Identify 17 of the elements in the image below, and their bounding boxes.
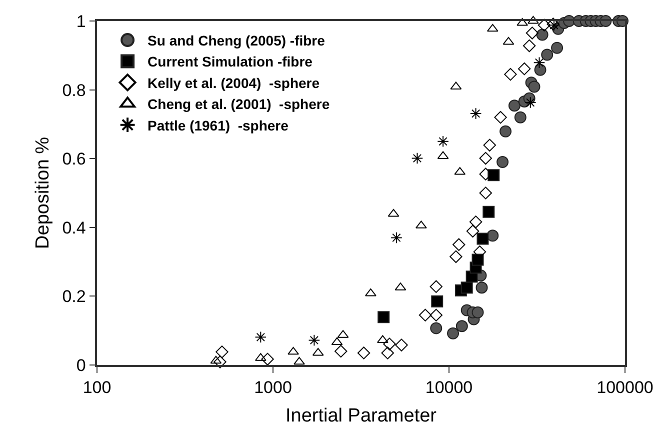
y-tick-label: 1	[76, 12, 86, 31]
y-tick-label: 0.2	[62, 287, 86, 306]
x-tick-label: 100000	[596, 378, 654, 398]
legend-label: Pattle (1961) -sphere	[148, 117, 289, 134]
x-axis-title: Inertial Parameter	[285, 405, 438, 426]
y-tick-label: 0.6	[62, 150, 86, 169]
x-tick-label: 1000	[254, 378, 292, 398]
legend-label: Current Simulation -fibre	[148, 54, 313, 70]
y-tick-label: 0.8	[62, 80, 86, 100]
legend-label: Su and Cheng (2005) -fibre	[148, 32, 326, 48]
y-axis-title: Deposition %	[32, 136, 54, 249]
legend-label: Cheng et al. (2001) -sphere	[148, 96, 330, 112]
x-tick-label: 100	[82, 378, 112, 398]
y-tick-label: 0.4	[62, 218, 86, 238]
x-tick-label: 10000	[425, 378, 473, 398]
y-tick-label: 0	[76, 356, 86, 375]
legend-label: Kelly et al. (2004) -sphere	[148, 74, 320, 91]
